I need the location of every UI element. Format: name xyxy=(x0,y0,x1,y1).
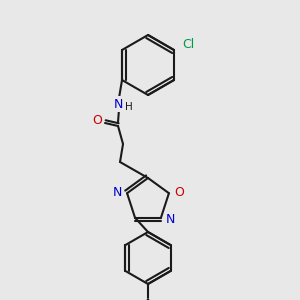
Text: Cl: Cl xyxy=(182,38,194,50)
Text: N: N xyxy=(166,213,176,226)
Text: N: N xyxy=(113,98,123,110)
Text: O: O xyxy=(174,186,184,199)
Text: O: O xyxy=(92,115,102,128)
Text: H: H xyxy=(125,102,133,112)
Text: N: N xyxy=(112,186,122,199)
